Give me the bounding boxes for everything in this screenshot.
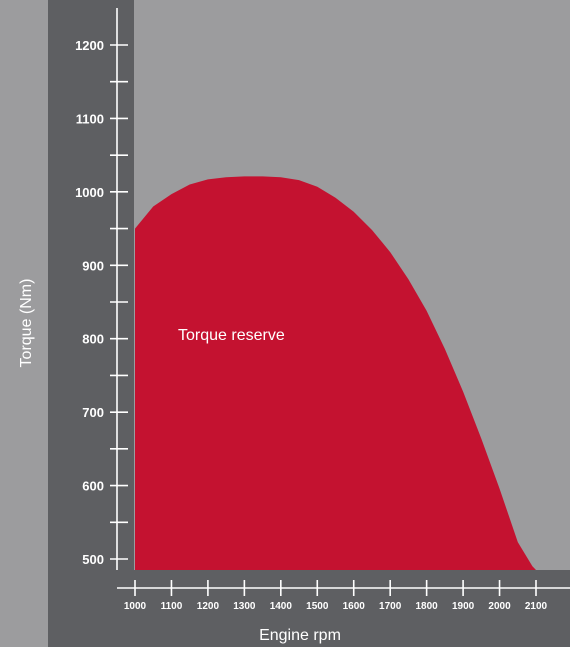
x-tick-label-1300: 1300	[233, 601, 256, 612]
y-tick-label-700: 700	[82, 405, 104, 420]
x-tick-label-1000: 1000	[124, 601, 147, 612]
x-tick-label-1100: 1100	[161, 601, 183, 612]
x-axis: 1000 1100 1200 1300 1400 1500 1600 1700 1800 1900…	[117, 580, 570, 612]
x-tick-label-1400: 1400	[270, 601, 293, 612]
x-tick-label-1900: 1900	[452, 601, 475, 612]
y-tick-label-1000: 1000	[75, 185, 104, 200]
y-tick-label-1100: 1100	[76, 111, 104, 126]
y-tick-label-600: 600	[82, 479, 104, 494]
y-axis-panel	[48, 0, 134, 647]
y-tick-label-900: 900	[82, 258, 104, 273]
x-tick-label-1600: 1600	[343, 601, 366, 612]
y-axis: 500 600 700 800 900 1000 1100 1200	[75, 8, 128, 570]
x-axis-title: Engine rpm	[259, 627, 341, 644]
y-axis-title: Torque (Nm)	[18, 279, 35, 368]
x-tick-label-1500: 1500	[306, 601, 329, 612]
x-tick-label-1200: 1200	[197, 601, 220, 612]
y-tick-label-1200: 1200	[75, 38, 104, 53]
x-tick-label-2100: 2100	[525, 601, 548, 612]
torque-reserve-area	[135, 176, 536, 570]
y-tick-label-800: 800	[82, 332, 104, 347]
x-tick-label-2000: 2000	[488, 601, 511, 612]
y-tick-label-500: 500	[82, 552, 104, 567]
area-annotation: Torque reserve	[178, 327, 285, 344]
x-tick-label-1700: 1700	[379, 601, 402, 612]
x-tick-label-1800: 1800	[416, 601, 439, 612]
